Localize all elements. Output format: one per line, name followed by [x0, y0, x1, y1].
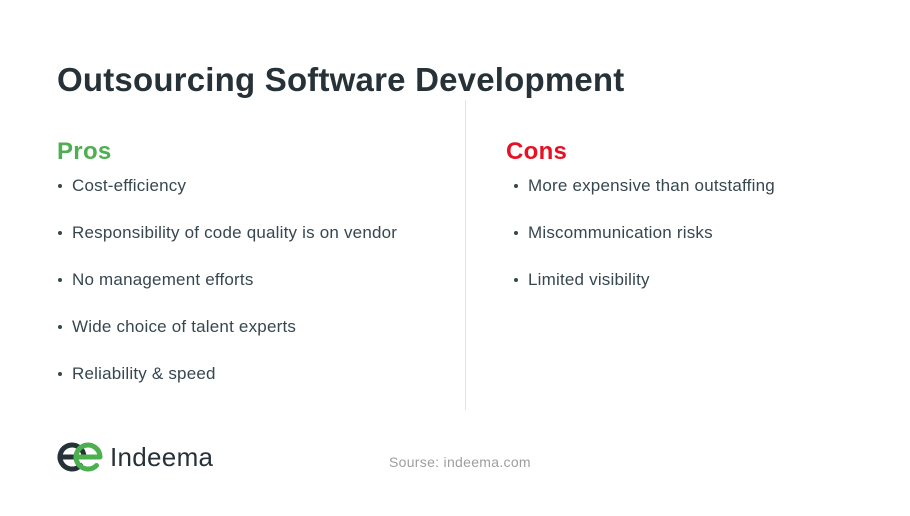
list-item: Responsibility of code quality is on ven…	[57, 223, 457, 243]
bullet-dot-icon	[514, 231, 518, 235]
list-item-text: Miscommunication risks	[528, 223, 713, 242]
bullet-dot-icon	[58, 184, 62, 188]
list-item: Wide choice of talent experts	[57, 317, 457, 337]
indeema-logo-text: Indeema	[110, 442, 214, 472]
list-item: Miscommunication risks	[513, 223, 893, 243]
pros-heading: Pros	[57, 137, 112, 165]
list-item: No management efforts	[57, 270, 457, 290]
page-title: Outsourcing Software Development	[57, 61, 625, 99]
bullet-dot-icon	[58, 325, 62, 329]
bullet-dot-icon	[58, 372, 62, 376]
list-item-text: Wide choice of talent experts	[72, 317, 297, 336]
cons-heading: Cons	[506, 137, 568, 165]
bullet-dot-icon	[514, 184, 518, 188]
list-item: Reliability & speed	[57, 364, 457, 384]
pros-list: Cost-efficiency Responsibility of code qu…	[57, 176, 457, 411]
bullet-dot-icon	[514, 278, 518, 282]
list-item-text: Cost-efficiency	[72, 176, 187, 195]
indeema-logo-icon	[57, 442, 103, 472]
list-item-text: Responsibility of code quality is on ven…	[72, 223, 398, 242]
list-item: Limited visibility	[513, 270, 893, 290]
column-divider	[465, 100, 466, 410]
list-item: Cost-efficiency	[57, 176, 457, 196]
list-item-text: More expensive than outstaffing	[528, 176, 775, 195]
indeema-logo: Indeema	[57, 440, 213, 474]
list-item-text: Reliability & speed	[72, 364, 216, 383]
bullet-dot-icon	[58, 278, 62, 282]
list-item-text: Limited visibility	[528, 270, 650, 289]
list-item-text: No management efforts	[72, 270, 254, 289]
bullet-dot-icon	[58, 231, 62, 235]
list-item: More expensive than outstaffing	[513, 176, 893, 196]
cons-list: More expensive than outstaffing Miscommun…	[513, 176, 893, 317]
source-caption: Sourse: indeema.com	[389, 454, 531, 470]
